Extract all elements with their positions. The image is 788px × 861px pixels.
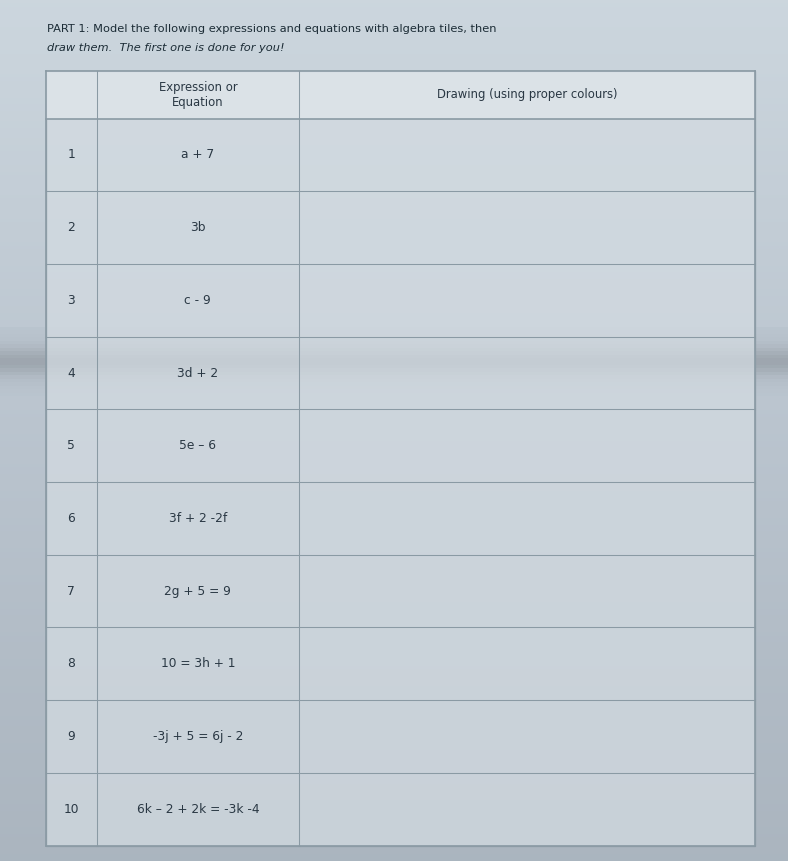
Text: Expression or
Equation: Expression or Equation	[158, 81, 237, 108]
Text: 7: 7	[67, 585, 75, 598]
Text: a + 7: a + 7	[181, 148, 214, 162]
Text: PART 1: Model the following expressions and equations with algebra tiles, then: PART 1: Model the following expressions …	[47, 24, 496, 34]
Bar	[46, 71, 755, 846]
Bar	[46, 71, 755, 119]
Text: draw them.  The first one is done for you!: draw them. The first one is done for you…	[47, 43, 284, 53]
Text: -3j + 5 = 6j - 2: -3j + 5 = 6j - 2	[153, 730, 243, 743]
Text: 9: 9	[67, 730, 75, 743]
Text: 4: 4	[67, 367, 75, 380]
Text: 3d + 2: 3d + 2	[177, 367, 218, 380]
Text: 5e – 6: 5e – 6	[180, 439, 217, 452]
Text: 5: 5	[67, 439, 75, 452]
Text: 3: 3	[67, 294, 75, 307]
Text: 10 = 3h + 1: 10 = 3h + 1	[161, 657, 235, 670]
Text: 2: 2	[67, 221, 75, 234]
Text: c - 9: c - 9	[184, 294, 211, 307]
Text: 6: 6	[67, 512, 75, 525]
Text: 2g + 5 = 9: 2g + 5 = 9	[165, 585, 231, 598]
Text: 8: 8	[67, 657, 75, 670]
Text: 3f + 2 -2f: 3f + 2 -2f	[169, 512, 227, 525]
Text: 10: 10	[64, 802, 79, 815]
Text: 6k – 2 + 2k = -3k -4: 6k – 2 + 2k = -3k -4	[136, 802, 259, 815]
Text: 1: 1	[67, 148, 75, 162]
Text: 3b: 3b	[190, 221, 206, 234]
Text: Drawing (using proper colours): Drawing (using proper colours)	[437, 88, 617, 101]
